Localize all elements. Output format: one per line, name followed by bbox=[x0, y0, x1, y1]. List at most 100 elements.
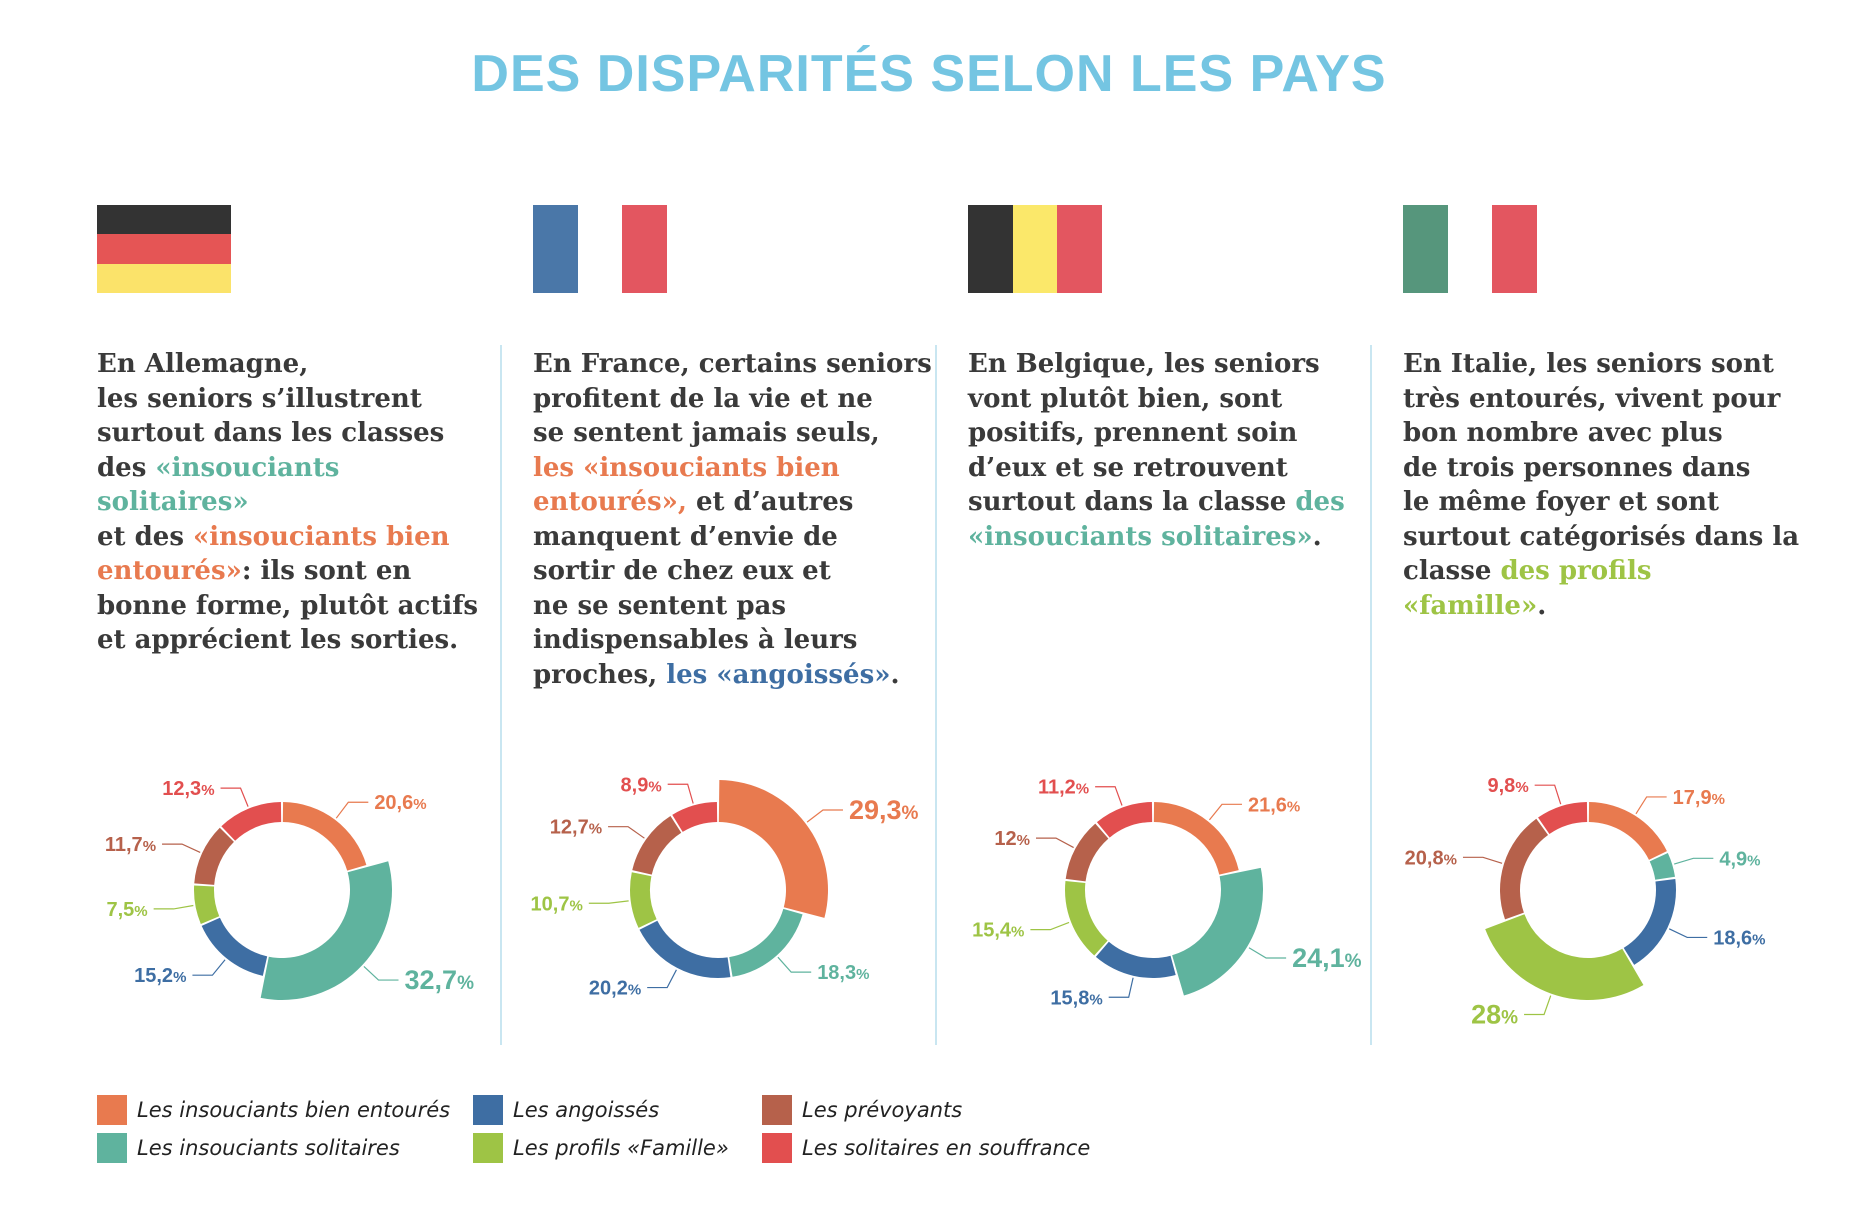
donut-svg: 21,6%24,1%15,8%15,4%12%11,2% bbox=[972, 777, 1362, 1010]
text-segment: et apprécient les sorties. bbox=[97, 625, 459, 655]
data-label: 32,7% bbox=[405, 965, 475, 995]
data-label: 15,2% bbox=[134, 965, 186, 987]
leader-line bbox=[1674, 857, 1714, 865]
country-description: En Allemagne, les seniors s’illustrent sur… bbox=[97, 347, 497, 658]
donut-slice bbox=[1538, 802, 1588, 835]
leader-line bbox=[1248, 947, 1287, 959]
flag-stripe bbox=[97, 234, 231, 264]
text-segment: classe bbox=[1403, 556, 1501, 586]
donut-slice bbox=[1623, 878, 1676, 965]
donut-svg: 20,6%32,7%15,2%7,5%11,7%12,3% bbox=[105, 778, 475, 1000]
donut-slice bbox=[1153, 802, 1239, 875]
data-label-value: 24,1 bbox=[1292, 943, 1345, 973]
text-segment: de trois personnes dans bbox=[1403, 452, 1751, 483]
highlighted-term: les «angoissés» bbox=[666, 659, 891, 690]
text-segment: En Italie, les seniors sont bbox=[1403, 349, 1774, 379]
highlighted-term: entourés», bbox=[533, 487, 687, 517]
legend-swatch bbox=[762, 1095, 792, 1125]
data-label: 20,2% bbox=[589, 978, 641, 1000]
legend-label: Les profils «Famille» bbox=[513, 1136, 729, 1160]
data-label: 15,8% bbox=[1050, 987, 1102, 1009]
legend-swatch bbox=[762, 1133, 792, 1163]
flag-stripe bbox=[968, 205, 1013, 293]
data-label-value: 18,3 bbox=[817, 962, 856, 984]
data-label: 7,5% bbox=[106, 899, 147, 921]
donut-slice bbox=[194, 827, 234, 885]
country-description: En Belgique, les seniors vont plutôt bien… bbox=[968, 347, 1368, 554]
italy-flag bbox=[1403, 205, 1537, 293]
data-label: 10,7% bbox=[531, 893, 583, 915]
data-label: 18,6% bbox=[1713, 927, 1765, 949]
legend-swatch bbox=[97, 1095, 127, 1125]
flag-stripe bbox=[97, 205, 231, 235]
donut-slice bbox=[1172, 867, 1263, 996]
text-segment: surtout catégorisés dans la bbox=[1403, 521, 1800, 552]
highlighted-term: les «insouciants bien bbox=[533, 452, 840, 483]
text-segment: et des bbox=[97, 521, 194, 552]
text-segment: le même foyer et sont bbox=[1403, 487, 1720, 517]
percent-sign: % bbox=[134, 903, 147, 920]
country-column-germany: En Allemagne, les seniors s’illustrent sur… bbox=[97, 195, 527, 1045]
donut-slice bbox=[632, 815, 682, 875]
donut-chart-germany: 20,6% 32,7% 15,2% 7,5% 11,7% 12,3% bbox=[97, 735, 527, 1035]
highlighted-term: des profils «famille» bbox=[1403, 556, 1652, 621]
data-label-value: 10,7 bbox=[531, 893, 570, 915]
flag-stripe bbox=[1012, 205, 1058, 293]
donut-slice bbox=[282, 802, 367, 871]
data-label: 28% bbox=[1471, 999, 1518, 1029]
leader-line bbox=[588, 900, 629, 904]
column-divider bbox=[935, 345, 937, 1045]
leader-line bbox=[1524, 995, 1552, 1016]
legend-label: Les solitaires en souffrance bbox=[802, 1136, 1091, 1160]
text-segment: indispensables à leurs bbox=[533, 625, 858, 655]
percent-sign: % bbox=[1515, 779, 1528, 796]
data-label-value: 18,6 bbox=[1713, 927, 1752, 949]
leader-line bbox=[162, 843, 201, 853]
page-title: DES DISPARITÉS SELON LES PAYS bbox=[471, 45, 1387, 103]
data-label-value: 32,7 bbox=[405, 965, 458, 995]
donut-slice bbox=[718, 780, 828, 918]
legend-item: Les solitaires en souffrance bbox=[762, 1133, 1090, 1163]
percent-sign: % bbox=[1752, 931, 1765, 948]
percent-sign: % bbox=[1287, 798, 1300, 815]
legend-swatch bbox=[473, 1133, 503, 1163]
donut-slice bbox=[1065, 881, 1108, 956]
flag-stripe bbox=[577, 205, 623, 293]
leader-line bbox=[806, 809, 843, 823]
leader-line bbox=[647, 969, 677, 989]
leader-line bbox=[777, 956, 812, 973]
percent-sign: % bbox=[201, 782, 214, 799]
data-label-value: 21,6 bbox=[1248, 794, 1287, 816]
data-label-value: 9,8 bbox=[1488, 775, 1516, 797]
text-segment: En France, certains seniors bbox=[533, 349, 932, 379]
legend-label: Les insouciants bien entourés bbox=[137, 1098, 451, 1122]
legend-label: Les angoissés bbox=[513, 1098, 660, 1122]
text-segment: En Allemagne, bbox=[97, 349, 309, 379]
percent-sign: % bbox=[648, 778, 661, 795]
donut-slice bbox=[201, 917, 268, 976]
text-segment: positifs, prennent soin bbox=[968, 418, 1298, 448]
leader-line bbox=[608, 826, 645, 839]
data-label: 15,4% bbox=[972, 920, 1024, 942]
donut-slice bbox=[221, 802, 282, 841]
data-label: 12% bbox=[994, 828, 1030, 850]
data-label: 18,3% bbox=[817, 962, 869, 984]
data-label-value: 17,9 bbox=[1673, 787, 1712, 809]
percent-sign: % bbox=[1011, 924, 1024, 941]
flag-stripe bbox=[1057, 205, 1102, 293]
legend-swatch bbox=[97, 1133, 127, 1163]
donut-slice bbox=[1096, 802, 1153, 838]
donut-slice bbox=[260, 861, 392, 1000]
data-label: 11,7% bbox=[105, 834, 156, 856]
data-label: 12,7% bbox=[550, 817, 602, 839]
data-label-value: 8,9 bbox=[621, 774, 649, 796]
percent-sign: % bbox=[628, 982, 641, 999]
data-label: 17,9% bbox=[1673, 787, 1725, 809]
data-label: 20,8% bbox=[1405, 847, 1457, 869]
leader-line bbox=[1462, 856, 1503, 864]
leader-line bbox=[1095, 786, 1123, 806]
percent-sign: % bbox=[589, 821, 602, 838]
donut-slice bbox=[729, 908, 803, 977]
data-label: 21,6% bbox=[1248, 794, 1300, 816]
leader-line bbox=[1534, 784, 1562, 805]
